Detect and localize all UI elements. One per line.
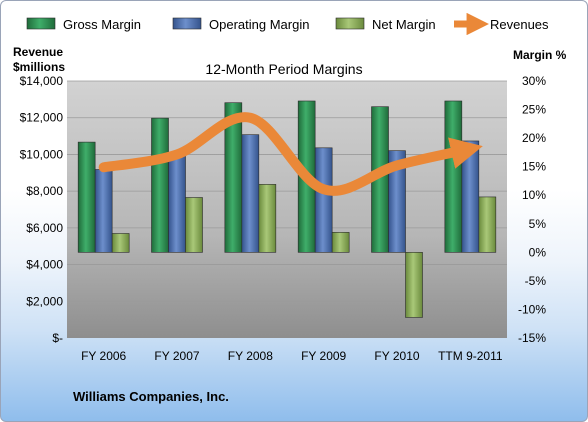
left-tick-label: $- <box>52 331 63 345</box>
left-tick-label: $6,000 <box>26 221 63 235</box>
gross-margin-bar <box>151 117 169 253</box>
right-tick-label: 0% <box>529 245 547 259</box>
left-tick-label: $12,000 <box>20 111 64 125</box>
x-tick-label: TTM 9-2011 <box>438 349 503 363</box>
legend-operating-margin-label: Operating Margin <box>209 17 309 32</box>
left-tick-label: $4,000 <box>26 258 63 272</box>
chart-title: 12-Month Period Margins <box>205 61 362 77</box>
legend-net-margin-swatch <box>335 17 365 30</box>
x-axis-ticks: FY 2006 FY 2007 FY 2008 FY 2009 FY 2010 TTM 9… <box>81 349 503 363</box>
right-tick-label: 10% <box>522 188 546 202</box>
operating-margin-bar <box>314 147 333 253</box>
operating-margin-bar <box>461 140 480 253</box>
gross-margin-bar <box>444 100 463 253</box>
left-tick-label: $2,000 <box>26 294 63 308</box>
net-margin-bar <box>331 232 350 253</box>
legend-operating-margin-swatch <box>172 17 202 30</box>
right-tick-label: 5% <box>529 217 547 231</box>
operating-margin-bar <box>94 169 113 253</box>
revenue-line-path <box>98 112 483 196</box>
right-axis-label: Margin % <box>513 48 567 62</box>
legend-revenues-label: Revenues <box>490 17 549 32</box>
revenue-line <box>98 112 483 196</box>
left-axis-ticks: $- $2,000 $4,000 $6,000 $8,000 $10,000 $12,000… <box>20 74 64 345</box>
legend: Gross Margin Operating Margin Net Margin Re… <box>26 12 549 36</box>
x-tick-label: FY 2009 <box>301 349 346 363</box>
legend-gross-margin-label: Gross Margin <box>63 17 141 32</box>
left-tick-label: $10,000 <box>20 147 64 161</box>
net-margin-bar <box>185 197 203 253</box>
bar-series <box>77 100 497 318</box>
left-axis-label-line1: Revenue <box>13 45 63 59</box>
x-tick-label: FY 2010 <box>374 349 419 363</box>
x-tick-label: FY 2007 <box>154 349 199 363</box>
x-tick-label: FY 2008 <box>228 349 273 363</box>
operating-margin-bar <box>168 153 186 253</box>
right-tick-label: -10% <box>518 302 546 316</box>
net-margin-bar <box>478 196 497 253</box>
net-margin-bar <box>258 184 277 253</box>
right-tick-label: -5% <box>525 274 547 288</box>
left-tick-label: $8,000 <box>26 184 63 198</box>
right-axis-ticks: -15% -10% -5% 0% 5% 10% 15% 20% 25% 30% <box>518 74 546 345</box>
right-tick-label: -15% <box>518 331 546 345</box>
x-tick-label: FY 2006 <box>81 349 126 363</box>
left-axis-label-line2: $millions <box>13 60 65 74</box>
gross-margin-bar <box>77 141 96 253</box>
right-tick-label: 20% <box>522 131 546 145</box>
right-tick-label: 25% <box>522 103 546 117</box>
left-tick-label: $14,000 <box>20 74 64 88</box>
legend-net-margin-label: Net Margin <box>372 17 436 32</box>
company-name: Williams Companies, Inc. <box>73 389 229 404</box>
plot-area <box>67 81 507 338</box>
net-margin-bar <box>111 233 130 253</box>
right-tick-label: 15% <box>522 160 546 174</box>
net-margin-bar <box>405 252 423 318</box>
right-tick-label: 30% <box>522 74 546 88</box>
operating-margin-bar <box>241 134 260 253</box>
operating-margin-bar <box>388 150 406 253</box>
legend-gross-margin-swatch <box>26 17 56 30</box>
